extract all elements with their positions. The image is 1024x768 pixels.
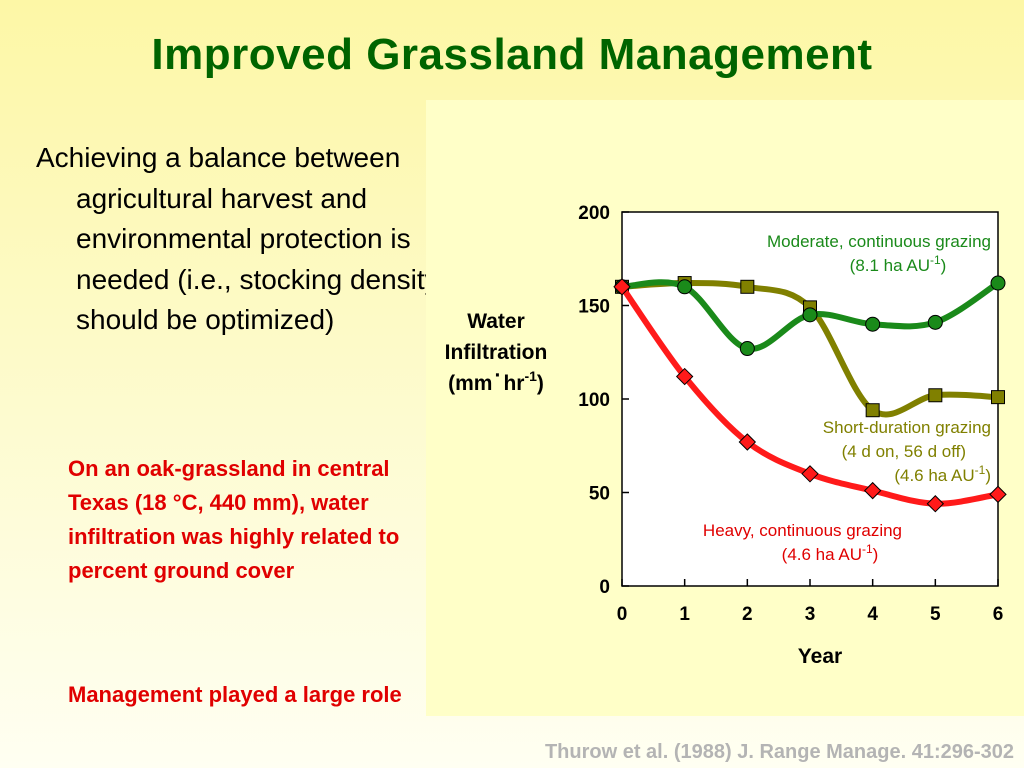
data-point-moderate	[865, 316, 881, 332]
data-point-heavy	[738, 433, 757, 451]
y-tick-label: 150	[578, 297, 610, 318]
data-point-short-duration	[740, 279, 755, 294]
note-management: Management played a large role	[68, 682, 402, 707]
data-point-moderate	[677, 279, 693, 295]
x-tick-label: 5	[930, 604, 941, 625]
series-label-text: Moderate, continuous grazing	[767, 232, 991, 251]
x-tick-label: 3	[805, 604, 816, 625]
series-label-text: Heavy, continuous grazing	[703, 521, 902, 540]
x-tick-label: 0	[617, 604, 628, 625]
y-tick-label: 100	[578, 390, 610, 411]
x-tick-label: 1	[679, 604, 690, 625]
data-point-moderate	[802, 307, 818, 323]
y-tick-label: 0	[599, 577, 610, 598]
citation: Thurow et al. (1988) J. Range Manage. 41…	[544, 741, 1014, 763]
chart-panel: 0 50 100 150 200 0 1 2 3 4 5 6 Year Water Infiltration…	[426, 100, 1024, 716]
data-point-moderate	[927, 314, 943, 330]
y-axis-label-line: Infiltration	[445, 341, 548, 364]
data-point-heavy	[926, 495, 945, 513]
series-label-text: (4.6 ha AU-1)	[894, 463, 991, 485]
x-tick-label: 4	[867, 604, 878, 625]
series-label-text: (4.6 ha AU-1)	[782, 542, 879, 564]
bullet-text: Achieving a balance between agricultural…	[36, 142, 439, 335]
series-label-text: (8.1 ha AU-1)	[850, 253, 947, 275]
y-axis-label-line: Water	[467, 310, 525, 333]
data-point-short-duration	[928, 388, 943, 403]
data-point-short-duration	[991, 390, 1005, 405]
infiltration-chart: 0 50 100 150 200 0 1 2 3 4 5 6 Year Water Infiltration…	[445, 203, 1007, 668]
x-tick-label: 6	[993, 604, 1004, 625]
series-label-text: (4 d on, 56 d off)	[842, 442, 966, 461]
data-point-heavy	[863, 481, 882, 500]
y-tick-label: 50	[589, 484, 610, 505]
y-tick-label: 200	[578, 203, 610, 224]
data-point-heavy	[801, 465, 819, 483]
data-point-heavy	[613, 278, 631, 296]
x-axis-label: Year	[798, 645, 842, 668]
series-label-text: Short-duration grazing	[823, 418, 991, 437]
y-axis-label-line: (mm·hr-1)	[448, 364, 544, 395]
data-point-heavy	[675, 367, 694, 386]
data-point-moderate	[739, 341, 755, 357]
x-tick-label: 2	[742, 604, 753, 625]
data-point-short-duration	[865, 403, 880, 418]
slide-title: Improved Grassland Management	[151, 30, 873, 79]
data-point-heavy	[989, 485, 1007, 504]
data-point-moderate	[990, 275, 1006, 291]
note-texas-study: On an oak-grassland in central Texas (18…	[68, 456, 400, 583]
